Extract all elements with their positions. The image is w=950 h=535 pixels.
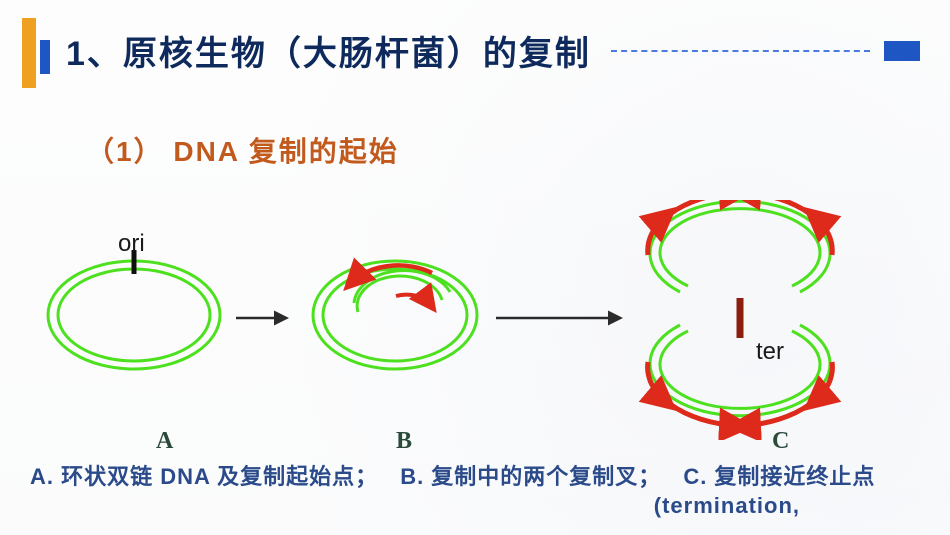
ori-label: ori (118, 230, 145, 258)
caption-A: A. 环状双链 DNA 及复制起始点； (30, 462, 378, 492)
accent-bar-blue (40, 40, 50, 74)
caption-line2: (termination, (30, 491, 930, 521)
title-dotted-line (611, 50, 870, 52)
title-row: 1、原核生物（大肠杆菌）的复制 (66, 26, 920, 75)
accent-bar-orange (22, 18, 36, 88)
dna-replication-diagram: ori ter (40, 200, 920, 440)
slide-title: 1、原核生物（大肠杆菌）的复制 (66, 26, 591, 75)
panel-label-C: C (772, 428, 789, 455)
diagram-svg (40, 200, 920, 440)
ter-label: ter (756, 338, 784, 366)
panel-B-theta (313, 261, 477, 369)
panel-C-daughters (648, 200, 833, 426)
title-end-block (884, 41, 920, 61)
panel-label-B: B (396, 428, 412, 455)
slide-subtitle: （1） DNA 复制的起始 (86, 130, 399, 170)
panel-label-A: A (156, 428, 173, 455)
panel-A-circle (48, 250, 220, 369)
caption-C: C. 复制接近终止点 (683, 462, 875, 492)
accent-bars (22, 18, 56, 88)
caption-B: B. 复制中的两个复制叉； (400, 462, 661, 492)
caption: A. 环状双链 DNA 及复制起始点； B. 复制中的两个复制叉； C. 复制接… (30, 462, 930, 521)
